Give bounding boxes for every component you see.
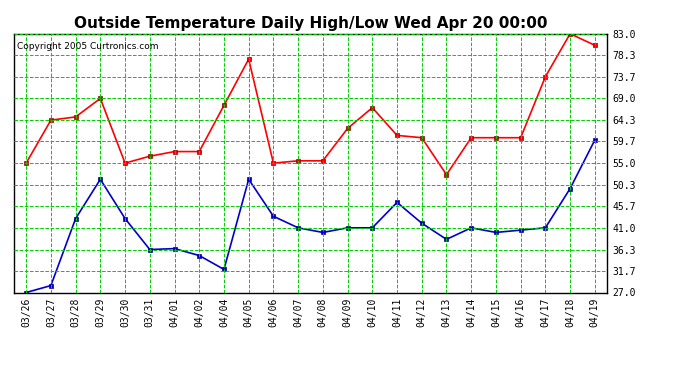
Text: Copyright 2005 Curtronics.com: Copyright 2005 Curtronics.com xyxy=(17,42,158,51)
Title: Outside Temperature Daily High/Low Wed Apr 20 00:00: Outside Temperature Daily High/Low Wed A… xyxy=(74,16,547,31)
